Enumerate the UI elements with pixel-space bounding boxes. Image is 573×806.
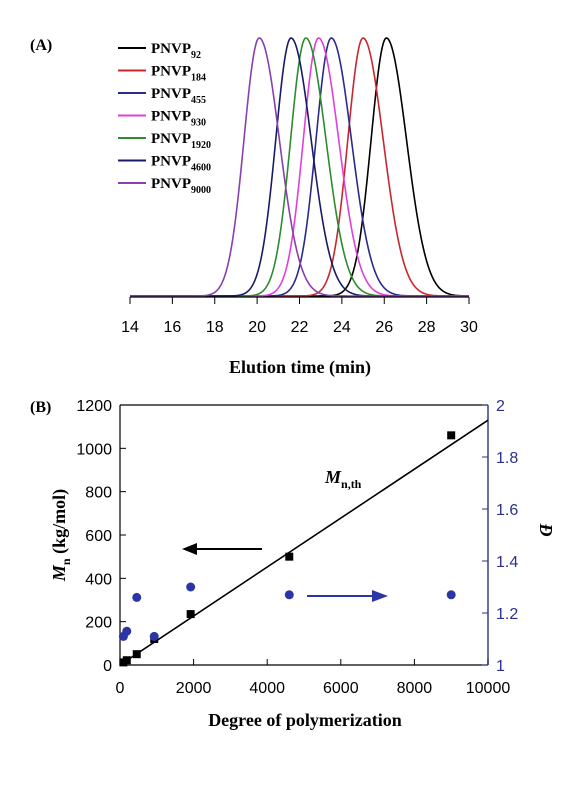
x-tick-label-b: 6000	[323, 680, 359, 697]
legend-entry: PNVP1920	[151, 131, 211, 151]
panel-a-label: (A)	[30, 37, 52, 54]
x-tick-label-a: 16	[163, 319, 181, 336]
y-tick-label-b: 400	[85, 571, 112, 588]
dispersity-point	[186, 582, 196, 592]
mn-point	[186, 610, 195, 619]
panel-a: (A) PNVP92PNVP184PNVP455PNVP930PNVP1920P…	[30, 37, 478, 378]
x-tick-label-a: 30	[460, 319, 478, 336]
x-tick-label-a: 22	[291, 319, 309, 336]
x-axis-title-b: Degree of polymerization	[208, 710, 402, 730]
x-tick-label-a: 26	[375, 319, 393, 336]
y2-tick-label-b: 1.6	[496, 502, 518, 519]
mn-point	[285, 552, 294, 561]
legend-entry: PNVP184	[151, 64, 206, 84]
x-tick-label-b: 4000	[249, 680, 285, 697]
theory-line-label: Mn,th	[324, 467, 362, 491]
y2-tick-label-b: 2	[496, 398, 505, 415]
y2-tick-label-b: 1.8	[496, 450, 518, 467]
x-tick-label-b: 2000	[176, 680, 212, 697]
dispersity-point	[132, 592, 142, 602]
legend-entry: PNVP9000	[151, 176, 211, 196]
panel-b: (B) 0 2000 4000 6000 8000 10000 0 200 400 600 800 1…	[30, 398, 556, 730]
chromatogram-curves	[130, 37, 470, 297]
y-axis-title-b: Mn (kg/mol)	[49, 489, 73, 582]
x-axis-title-a: Elution time (min)	[229, 357, 371, 378]
dispersity-point	[284, 590, 294, 600]
y2-tick-label-b: 1	[496, 658, 505, 675]
y-tick-label-b: 200	[85, 615, 112, 632]
y-tick-label-b: 1000	[76, 441, 112, 458]
panel-b-label: (B)	[30, 399, 51, 416]
legend-entry: PNVP930	[151, 109, 206, 129]
mn-axis-arrow-head	[182, 543, 197, 555]
legend-entry: PNVP455	[151, 86, 206, 106]
x-tick-label-a: 14	[121, 319, 139, 336]
y-tick-label-b: 800	[85, 485, 112, 502]
dispersity-point	[122, 626, 132, 636]
dispersity-point	[446, 590, 456, 600]
y2-tick-label-b: 1.4	[496, 554, 518, 571]
mn-point	[447, 431, 456, 440]
legend-entry: PNVP92	[151, 41, 201, 61]
data-marks-b: Mn,th	[118, 419, 489, 667]
x-tick-label-a: 18	[206, 319, 224, 336]
x-tick-label-b: 10000	[466, 680, 511, 697]
y-tick-label-b: 1200	[76, 398, 112, 415]
y2-axis-title-b: Đ	[536, 523, 556, 537]
mn-point	[122, 656, 131, 665]
theory-line	[119, 419, 489, 666]
dispersity-point	[149, 631, 159, 641]
mn-point	[132, 650, 141, 659]
legend-entry: PNVP4600	[151, 154, 211, 174]
x-tick-label-a: 28	[418, 319, 436, 336]
y-tick-label-b: 0	[103, 658, 112, 675]
plot-frame-b: 0 2000 4000 6000 8000 10000 0 200 400 600 800 1000 1…	[76, 398, 518, 697]
y-tick-label-b: 600	[85, 528, 112, 545]
x-tick-label-b: 0	[116, 680, 125, 697]
y2-tick-label-b: 1.2	[496, 606, 518, 623]
x-tick-label-a: 20	[248, 319, 266, 336]
x-axis-a: 14 16 18 20 22 24 26 28 30	[121, 296, 478, 336]
x-tick-label-a: 24	[333, 319, 351, 336]
dispersity-axis-arrow-head	[372, 590, 388, 602]
curve-pnvp9000	[130, 37, 469, 297]
x-tick-label-b: 8000	[397, 680, 433, 697]
